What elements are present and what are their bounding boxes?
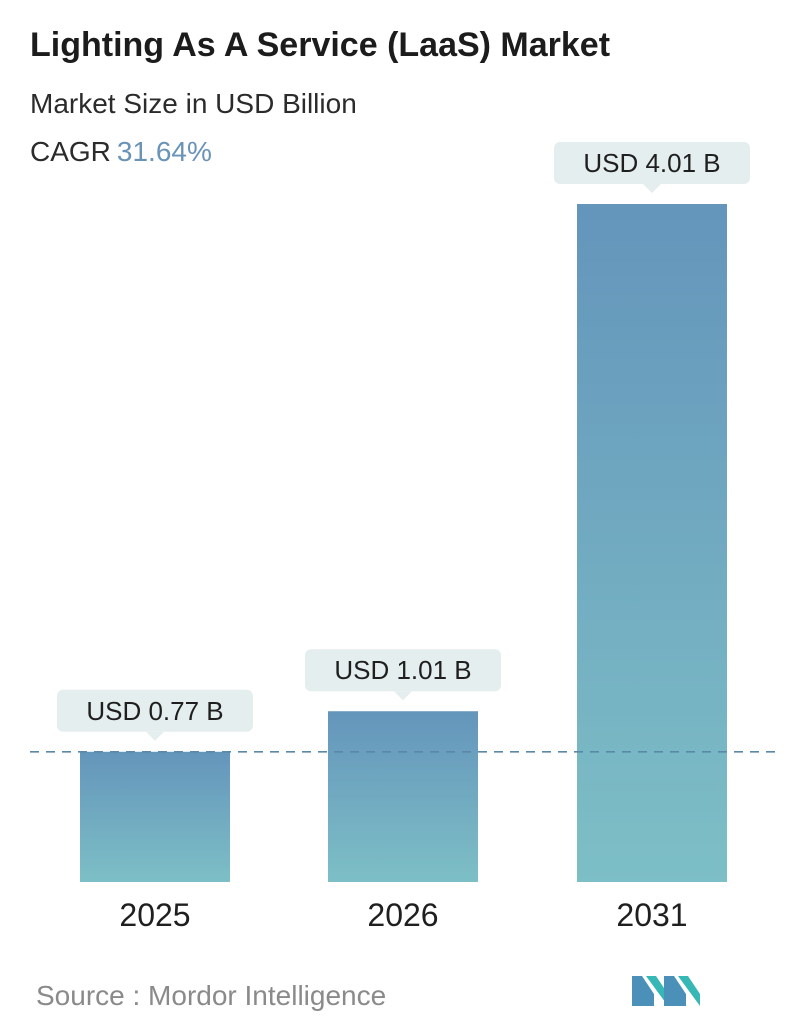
bar-chart: USD 0.77 B USD 1.01 B USD 4.01 B 2025 2026 2… bbox=[30, 142, 782, 933]
data-label-2026: USD 1.01 B bbox=[305, 649, 501, 701]
bar-2031 bbox=[577, 204, 727, 882]
bar-2025 bbox=[80, 751, 230, 882]
x-tick-2026: 2026 bbox=[367, 897, 438, 933]
bar-2026 bbox=[328, 711, 478, 882]
data-label-2025: USD 0.77 B bbox=[57, 689, 253, 741]
x-tick-2031: 2031 bbox=[616, 897, 687, 933]
chart-subtitle: Market Size in USD Billion bbox=[30, 88, 357, 119]
chart-title: Lighting As A Service (LaaS) Market bbox=[30, 26, 611, 64]
mordor-intelligence-logo-icon bbox=[632, 976, 700, 1006]
data-label-text-2026: USD 1.01 B bbox=[334, 655, 471, 685]
source-text: Source : Mordor Intelligence bbox=[36, 980, 387, 1011]
x-tick-2025: 2025 bbox=[119, 897, 190, 933]
data-label-text-2025: USD 0.77 B bbox=[86, 696, 223, 726]
cagr-line: CAGR 31.64% bbox=[30, 136, 212, 168]
cagr-label: CAGR bbox=[30, 136, 111, 167]
cagr-value: 31.64% bbox=[116, 136, 212, 167]
data-label-text-2031: USD 4.01 B bbox=[583, 148, 720, 178]
data-label-2031: USD 4.01 B bbox=[554, 142, 750, 193]
